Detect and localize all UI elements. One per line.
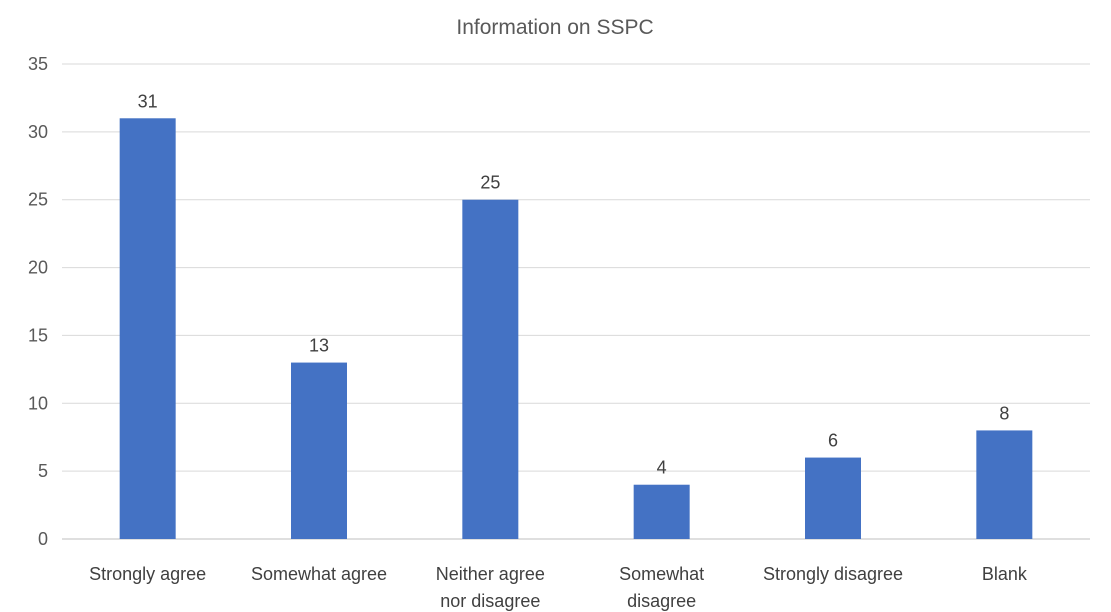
y-tick-label: 0	[38, 529, 48, 549]
category-label-line: Neither agree	[436, 564, 545, 584]
y-tick-label: 25	[28, 190, 48, 210]
y-tick-label: 20	[28, 258, 48, 278]
category-label: Somewhat disagree	[619, 564, 704, 611]
category-label-line: Strongly disagree	[763, 564, 903, 584]
category-label: Neither agree nor disagree	[436, 564, 545, 611]
y-tick-label: 35	[28, 54, 48, 74]
category-label: Blank	[982, 564, 1028, 584]
bar	[976, 430, 1033, 539]
y-tick-label: 10	[28, 393, 48, 413]
chart-title: Information on SSPC	[456, 16, 653, 39]
bar	[805, 457, 861, 539]
category-label: Strongly agree	[89, 564, 206, 584]
data-label: 13	[309, 336, 329, 356]
data-label: 31	[138, 91, 158, 111]
bar	[119, 118, 176, 540]
category-label: Strongly disagree	[763, 564, 903, 584]
bar	[633, 484, 690, 539]
data-labels: 31 13 25 4 6 8	[138, 91, 1010, 477]
category-label: Somewhat agree	[251, 564, 387, 584]
category-label-line: Strongly agree	[89, 564, 206, 584]
y-axis-ticks: 0 5 10 15 20 25 30 35	[28, 54, 48, 549]
gridlines	[62, 63, 1090, 540]
data-label: 4	[657, 458, 667, 478]
y-tick-label: 5	[38, 461, 48, 481]
category-label-line: Somewhat	[619, 564, 704, 584]
y-tick-label: 30	[28, 122, 48, 142]
category-label-line: Blank	[982, 564, 1028, 584]
category-label-line: nor disagree	[440, 591, 540, 611]
bar	[462, 199, 519, 539]
category-label-line: disagree	[627, 591, 696, 611]
data-label: 8	[999, 403, 1009, 423]
category-label-line: Somewhat agree	[251, 564, 387, 584]
bar	[291, 362, 347, 539]
x-axis-categories: Strongly agree Somewhat agree Neither agre…	[89, 564, 1028, 611]
y-tick-label: 15	[28, 325, 48, 345]
bars	[119, 118, 1033, 540]
data-label: 25	[480, 173, 500, 193]
data-label: 6	[828, 431, 838, 451]
